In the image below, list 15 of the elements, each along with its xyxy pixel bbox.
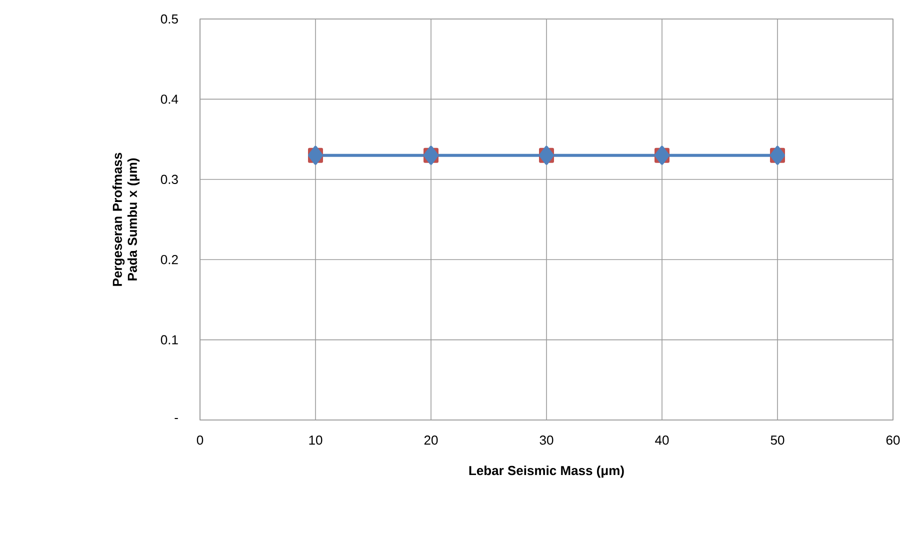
x-tick-label: 0 [196,436,204,445]
x-axis-title: Lebar Seismic Mass (μm) [469,466,624,478]
x-tick-label: 50 [770,436,784,445]
y-tick-label: 0.2 [160,254,178,264]
y-tick-label: 0.5 [160,14,178,24]
y-tick-label: 0.1 [160,335,178,344]
x-tick-label: 10 [309,436,322,445]
x-tick-label: 60 [886,436,900,445]
y-tick-label: 0.3 [160,174,178,184]
y-axis-title: Pergeseran Profmass Pada Sumbu x (μm) [112,152,140,286]
x-tick-label: 30 [540,436,554,445]
y-tick-label: - [174,418,178,420]
x-tick-label: 20 [424,436,438,445]
x-tick-label: 40 [655,436,669,445]
y-tick-label: 0.4 [160,94,178,104]
